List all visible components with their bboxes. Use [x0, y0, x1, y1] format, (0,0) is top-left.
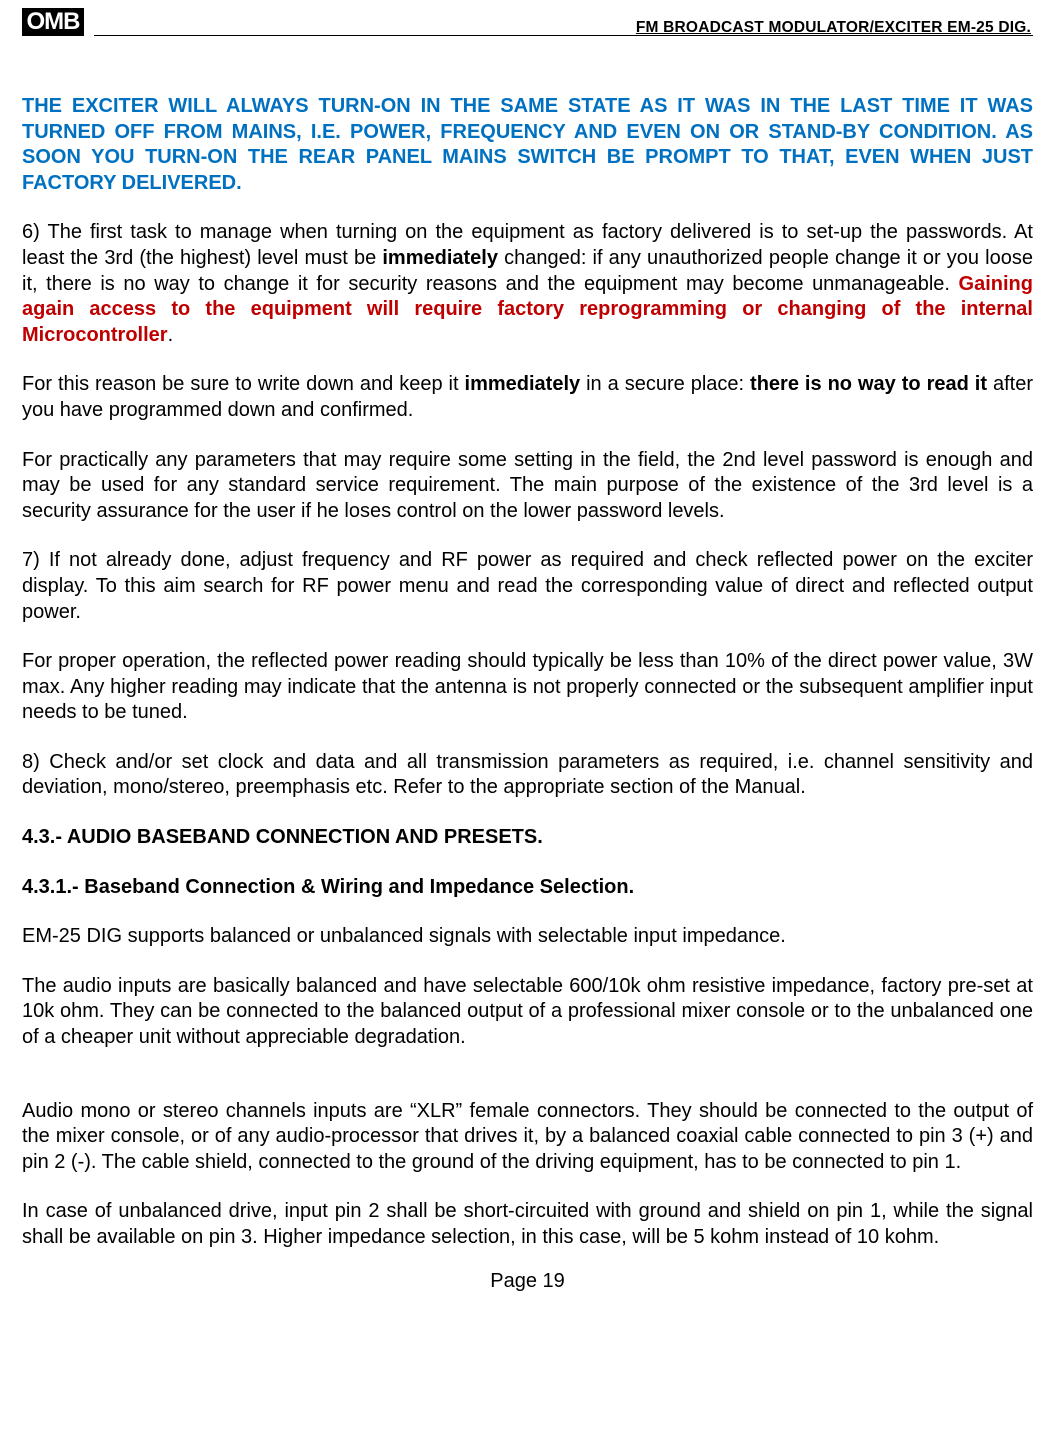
- header-right: FM BROADCAST MODULATOR/EXCITER EM-25 DIG…: [94, 19, 1033, 36]
- paragraph-step6: 6) The first task to manage when turning…: [22, 220, 1033, 348]
- page-content: THE EXCITER WILL ALWAYS TURN-ON IN THE S…: [22, 44, 1033, 1294]
- paragraph-supports: EM-25 DIG supports balanced or unbalance…: [22, 924, 1033, 950]
- paragraph-step7: 7) If not already done, adjust frequency…: [22, 548, 1033, 625]
- paragraph-params: For practically any parameters that may …: [22, 448, 1033, 525]
- page-header: OMB FM BROADCAST MODULATOR/EXCITER EM-25…: [22, 0, 1033, 36]
- text-run: For this reason be sure to write down an…: [22, 373, 465, 395]
- page-container: OMB FM BROADCAST MODULATOR/EXCITER EM-25…: [0, 0, 1055, 1314]
- paragraph-audio-inputs: The audio inputs are basically balanced …: [22, 974, 1033, 1051]
- header-rule: [94, 35, 1033, 36]
- page-footer: Page 19: [22, 1269, 1033, 1295]
- warning-paragraph: THE EXCITER WILL ALWAYS TURN-ON IN THE S…: [22, 94, 1033, 196]
- section-heading-43: 4.3.- AUDIO BASEBAND CONNECTION AND PRES…: [22, 825, 1033, 851]
- paragraph-unbalanced: In case of unbalanced drive, input pin 2…: [22, 1199, 1033, 1250]
- text-bold: immediately: [465, 373, 581, 395]
- paragraph-xlr: Audio mono or stereo channels inputs are…: [22, 1099, 1033, 1176]
- paragraph-step8: 8) Check and/or set clock and data and a…: [22, 750, 1033, 801]
- paragraph-reflected: For proper operation, the reflected powe…: [22, 649, 1033, 726]
- text-run: .: [168, 324, 174, 346]
- section-heading-431: 4.3.1.- Baseband Connection & Wiring and…: [22, 875, 1033, 901]
- text-bold: immediately: [382, 247, 498, 269]
- brand-logo: OMB: [22, 8, 84, 36]
- text-bold: there is no way to read it: [750, 373, 987, 395]
- text-run: in a secure place:: [580, 373, 750, 395]
- paragraph-writedown: For this reason be sure to write down an…: [22, 372, 1033, 423]
